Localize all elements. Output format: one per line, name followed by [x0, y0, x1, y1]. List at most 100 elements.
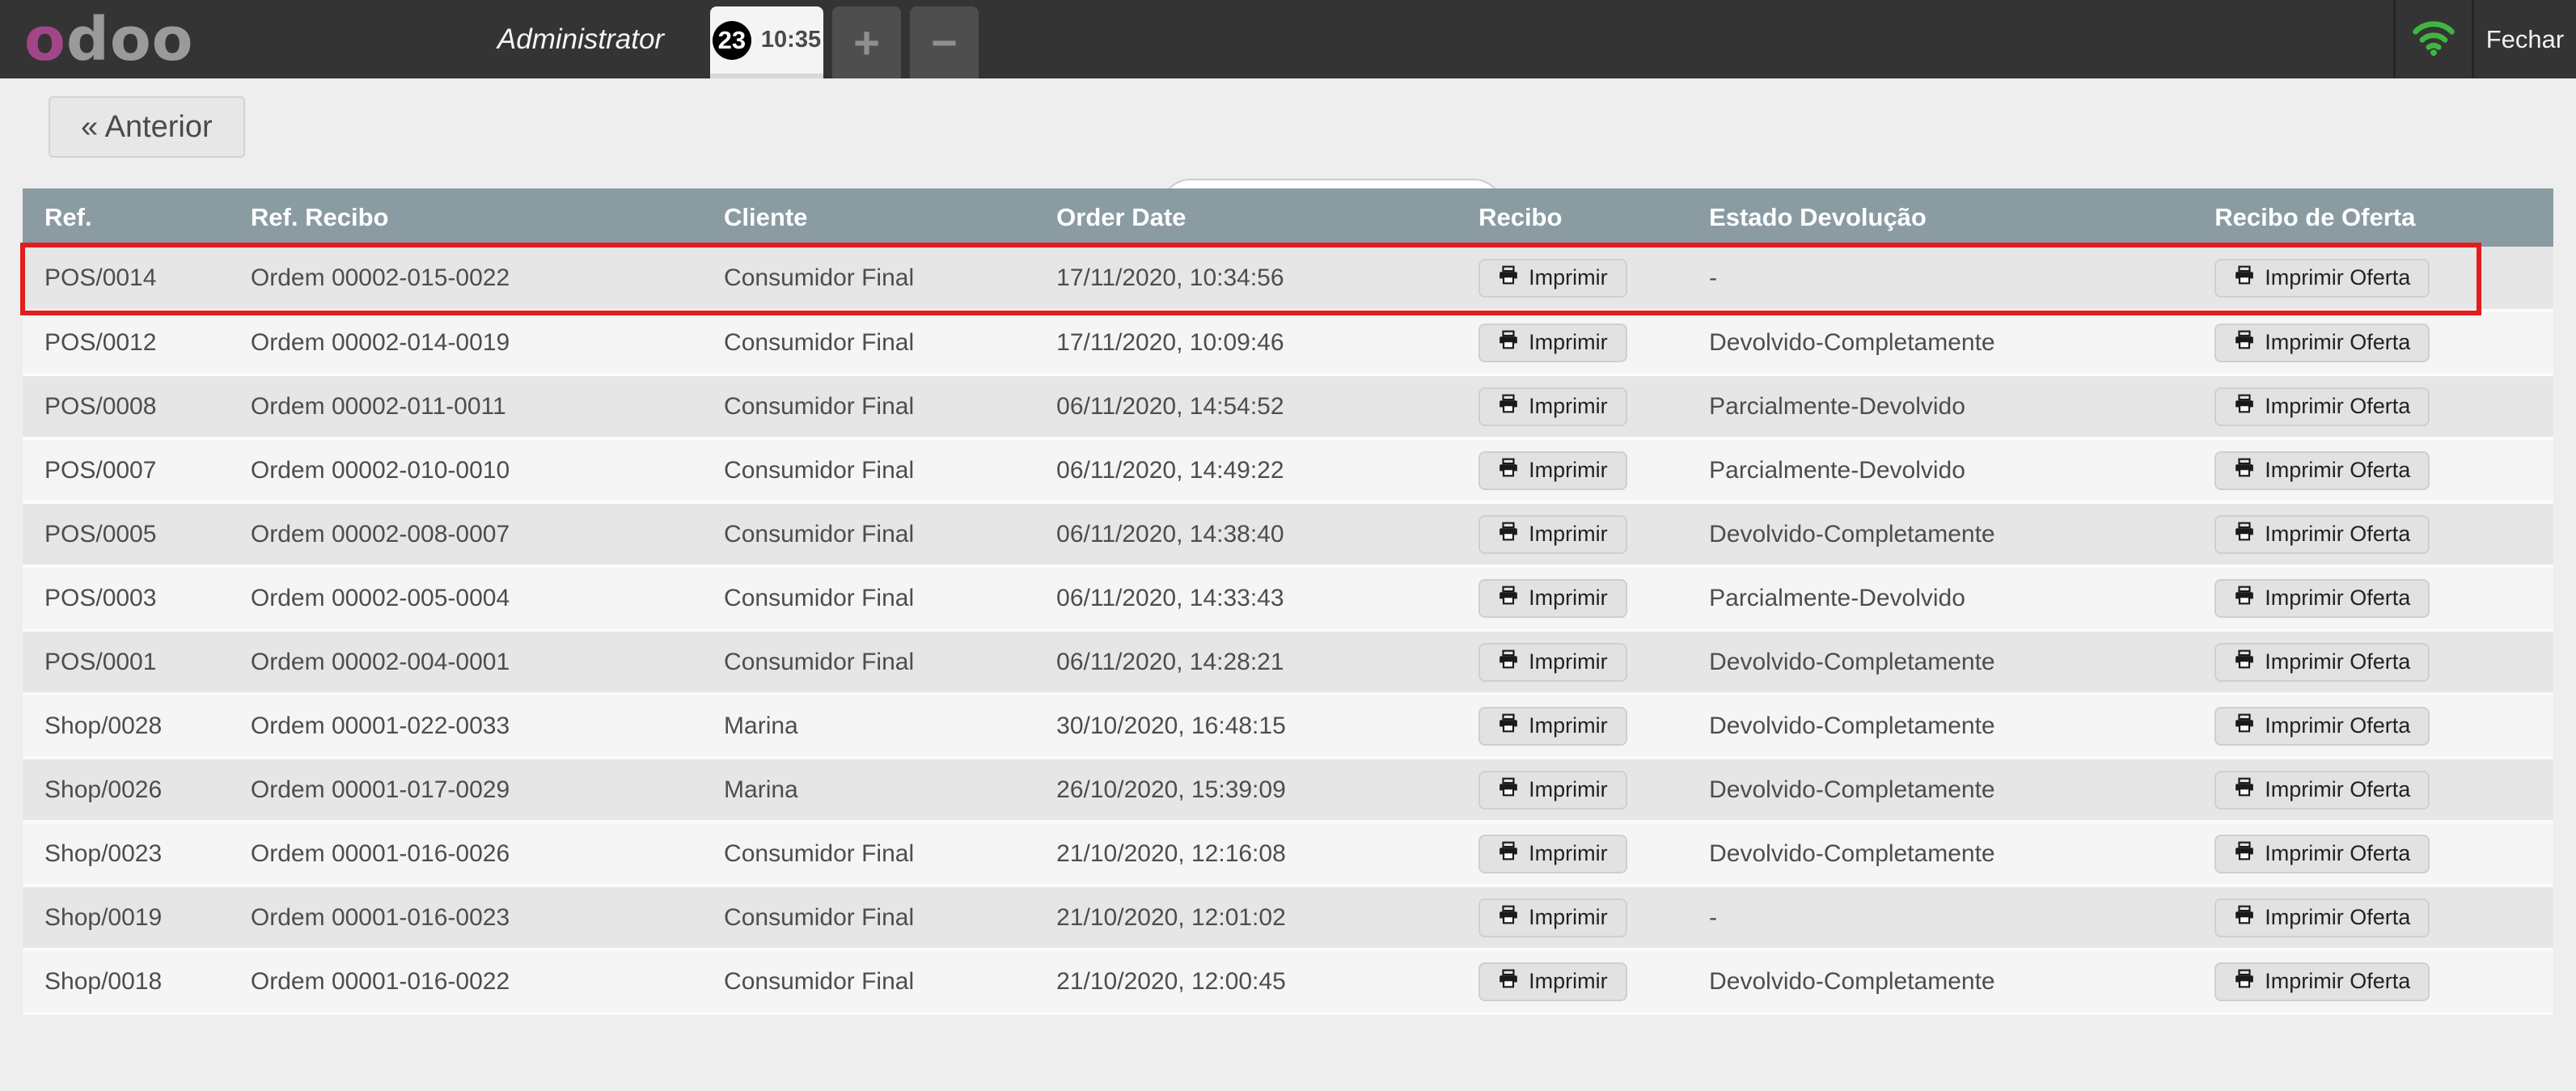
printer-icon — [1498, 840, 1519, 867]
odoo-logo-rest: doo — [66, 4, 194, 74]
table-row[interactable]: Shop/0023 Ordem 00001-016-0026 Consumido… — [23, 822, 2553, 887]
topbar: o doo Administrator 23 10:35 + − Fechar — [0, 0, 2576, 78]
cell-receipt: Imprimir — [1478, 566, 1710, 632]
cell-return-state: Devolvido-Completamente — [1709, 758, 2215, 823]
imprimir-oferta-button-label: Imprimir Oferta — [2265, 649, 2411, 674]
cell-return-state: Devolvido-Completamente — [1709, 949, 2215, 1015]
cell-order-date: 17/11/2020, 10:34:56 — [1056, 247, 1479, 312]
cell-ref: POS/0008 — [23, 374, 251, 440]
imprimir-oferta-button[interactable]: Imprimir Oferta — [2214, 323, 2430, 362]
imprimir-oferta-button[interactable]: Imprimir Oferta — [2214, 962, 2430, 1001]
imprimir-button-label: Imprimir — [1529, 586, 1608, 610]
sales-table: Ref. Ref. Recibo Cliente Order Date Reci… — [23, 188, 2553, 1015]
imprimir-button[interactable]: Imprimir — [1478, 898, 1627, 937]
close-button[interactable]: Fechar — [2474, 0, 2576, 78]
imprimir-button[interactable]: Imprimir — [1478, 323, 1627, 362]
imprimir-button[interactable]: Imprimir — [1478, 962, 1627, 1001]
printer-icon — [2234, 457, 2255, 484]
imprimir-button[interactable]: Imprimir — [1478, 578, 1627, 618]
imprimir-button-label: Imprimir — [1529, 713, 1608, 738]
cell-client: Consumidor Final — [724, 949, 1057, 1015]
cell-client: Consumidor Final — [724, 630, 1057, 696]
cell-receipt-ref: Ordem 00002-010-0010 — [250, 438, 725, 504]
imprimir-button-label: Imprimir — [1529, 265, 1608, 290]
imprimir-button-label: Imprimir — [1529, 905, 1608, 929]
user-label: Administrator — [497, 23, 665, 55]
cell-order-date: 21/10/2020, 12:16:08 — [1056, 822, 1479, 887]
imprimir-button[interactable]: Imprimir — [1478, 258, 1627, 298]
cell-receipt: Imprimir — [1478, 502, 1710, 568]
printer-icon — [1498, 776, 1519, 803]
imprimir-oferta-button[interactable]: Imprimir Oferta — [2214, 387, 2430, 426]
cell-return-state: Parcialmente-Devolvido — [1709, 566, 2215, 632]
printer-icon — [1498, 904, 1519, 931]
cell-client: Consumidor Final — [724, 374, 1057, 440]
table-row[interactable]: Shop/0019 Ordem 00001-016-0023 Consumido… — [23, 886, 2553, 951]
imprimir-oferta-button-label: Imprimir Oferta — [2265, 394, 2411, 418]
add-order-button[interactable]: + — [832, 6, 901, 78]
imprimir-oferta-button-label: Imprimir Oferta — [2265, 265, 2411, 290]
imprimir-oferta-button[interactable]: Imprimir Oferta — [2214, 514, 2430, 554]
cell-ref: POS/0007 — [23, 438, 251, 504]
table-row[interactable]: POS/0008 Ordem 00002-011-0011 Consumidor… — [23, 374, 2553, 440]
column-header-receipt: Recibo — [1478, 188, 1710, 247]
cell-ref: POS/0012 — [23, 311, 251, 376]
printer-icon — [1498, 713, 1519, 739]
imprimir-oferta-button-label: Imprimir Oferta — [2265, 330, 2411, 354]
cell-client: Marina — [724, 758, 1057, 823]
cell-order-date: 06/11/2020, 14:54:52 — [1056, 374, 1479, 440]
table-row[interactable]: POS/0014 Ordem 00002-015-0022 Consumidor… — [23, 247, 2553, 312]
order-count-badge: 23 — [712, 20, 751, 60]
imprimir-oferta-button[interactable]: Imprimir Oferta — [2214, 770, 2430, 810]
table-row[interactable]: POS/0005 Ordem 00002-008-0007 Consumidor… — [23, 502, 2553, 568]
imprimir-button[interactable]: Imprimir — [1478, 834, 1627, 873]
table-row[interactable]: Shop/0018 Ordem 00001-016-0022 Consumido… — [23, 949, 2553, 1015]
cell-offer-receipt: Imprimir Oferta — [2214, 694, 2553, 759]
imprimir-button[interactable]: Imprimir — [1478, 642, 1627, 682]
cell-receipt-ref: Ordem 00001-016-0026 — [250, 822, 725, 887]
cell-order-date: 06/11/2020, 14:38:40 — [1056, 502, 1479, 568]
imprimir-button-label: Imprimir — [1529, 522, 1608, 546]
table-row[interactable]: POS/0003 Ordem 00002-005-0004 Consumidor… — [23, 566, 2553, 632]
column-header-offer-receipt: Recibo de Oferta — [2214, 188, 2553, 247]
imprimir-button[interactable]: Imprimir — [1478, 387, 1627, 426]
imprimir-oferta-button[interactable]: Imprimir Oferta — [2214, 898, 2430, 937]
table-row[interactable]: POS/0007 Ordem 00002-010-0010 Consumidor… — [23, 438, 2553, 504]
cell-client: Consumidor Final — [724, 822, 1057, 887]
imprimir-button[interactable]: Imprimir — [1478, 770, 1627, 810]
active-order-tab[interactable]: 23 10:35 — [710, 6, 823, 78]
table-row[interactable]: POS/0001 Ordem 00002-004-0001 Consumidor… — [23, 630, 2553, 696]
imprimir-oferta-button[interactable]: Imprimir Oferta — [2214, 834, 2430, 873]
cell-receipt: Imprimir — [1478, 630, 1710, 696]
cell-order-date: 26/10/2020, 15:39:09 — [1056, 758, 1479, 823]
cell-return-state: Devolvido-Completamente — [1709, 694, 2215, 759]
table-row[interactable]: Shop/0028 Ordem 00001-022-0033 Marina 30… — [23, 694, 2553, 759]
table-row[interactable]: Shop/0026 Ordem 00001-017-0029 Marina 26… — [23, 758, 2553, 823]
imprimir-button[interactable]: Imprimir — [1478, 706, 1627, 746]
imprimir-oferta-button[interactable]: Imprimir Oferta — [2214, 642, 2430, 682]
remove-order-button[interactable]: − — [910, 6, 979, 78]
column-header-return-state: Estado Devolução — [1709, 188, 2215, 247]
cell-order-date: 21/10/2020, 12:00:45 — [1056, 949, 1479, 1015]
imprimir-button[interactable]: Imprimir — [1478, 450, 1627, 490]
imprimir-oferta-button[interactable]: Imprimir Oferta — [2214, 578, 2430, 618]
cell-receipt-ref: Ordem 00002-011-0011 — [250, 374, 725, 440]
imprimir-oferta-button-label: Imprimir Oferta — [2265, 969, 2411, 993]
printer-icon — [2234, 904, 2255, 931]
printer-icon — [2234, 585, 2255, 611]
printer-icon — [1498, 521, 1519, 548]
cell-offer-receipt: Imprimir Oferta — [2214, 822, 2553, 887]
imprimir-button[interactable]: Imprimir — [1478, 514, 1627, 554]
cell-receipt: Imprimir — [1478, 438, 1710, 504]
cell-ref: POS/0001 — [23, 630, 251, 696]
previous-button[interactable]: « Anterior — [49, 96, 245, 158]
sales-table-body: POS/0014 Ordem 00002-015-0022 Consumidor… — [23, 247, 2553, 1015]
imprimir-oferta-button[interactable]: Imprimir Oferta — [2214, 450, 2430, 490]
table-row[interactable]: POS/0012 Ordem 00002-014-0019 Consumidor… — [23, 311, 2553, 376]
cell-receipt-ref: Ordem 00002-015-0022 — [250, 247, 725, 312]
cell-client: Consumidor Final — [724, 886, 1057, 951]
cell-return-state: - — [1709, 886, 2215, 951]
printer-icon — [1498, 649, 1519, 675]
imprimir-oferta-button[interactable]: Imprimir Oferta — [2214, 706, 2430, 746]
imprimir-oferta-button[interactable]: Imprimir Oferta — [2214, 258, 2430, 298]
